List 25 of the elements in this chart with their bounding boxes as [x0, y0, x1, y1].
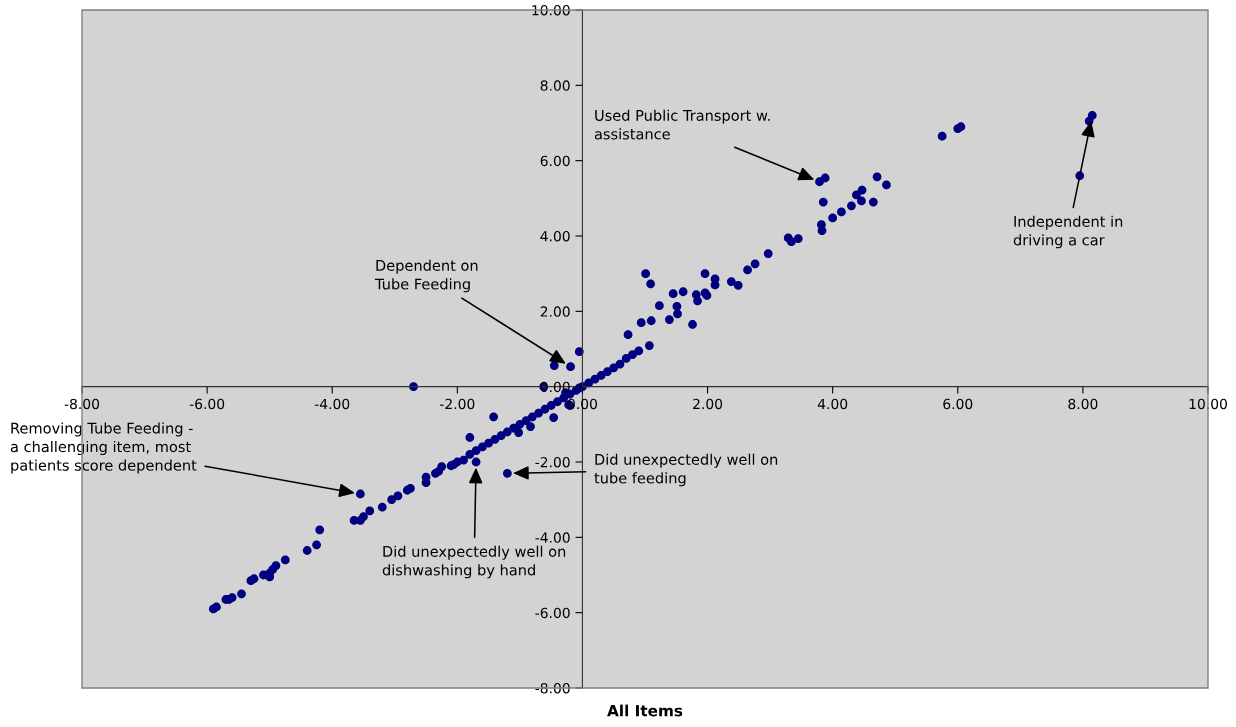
- x-tick-label: -6.00: [189, 398, 225, 410]
- annotation: Did unexpectedly well on tube feeding: [594, 453, 778, 487]
- y-tick-label: 6.00: [540, 155, 570, 167]
- annotation: Did unexpectedly well on dishwashing by hand: [382, 545, 566, 579]
- x-tick-label: 8.00: [1068, 398, 1098, 410]
- x-axis-title: All Items: [607, 704, 683, 717]
- annotation: Independent in driving a car: [1013, 215, 1123, 249]
- x-tick-label: 2.00: [693, 398, 723, 410]
- y-tick-label: 8.00: [540, 80, 570, 91]
- y-tick-label: -2.00: [535, 456, 570, 468]
- annotation: Removing Tube Feeding - a challenging item, most patients score dependent: [10, 422, 197, 474]
- y-tick-label: 10.00: [532, 4, 570, 16]
- y-tick-label: -8.00: [535, 682, 570, 694]
- y-tick-label: 4.00: [540, 230, 570, 242]
- annotation: Dependent on Tube Feeding: [374, 259, 478, 293]
- y-tick-label: -4.00: [535, 532, 570, 543]
- x-tick-label: -8.00: [64, 398, 100, 410]
- y-tick-label: 2.00: [540, 306, 570, 317]
- annotation: Used Public Transport w. assistance: [594, 109, 770, 140]
- x-tick-label: -4.00: [314, 398, 350, 410]
- x-tick-label: 10.00: [1189, 398, 1227, 410]
- x-tick-label: 4.00: [817, 398, 848, 410]
- x-tick-label: 6.00: [943, 398, 973, 410]
- x-tick-label: -2.00: [440, 398, 475, 410]
- y-tick-label: -6.00: [535, 607, 570, 619]
